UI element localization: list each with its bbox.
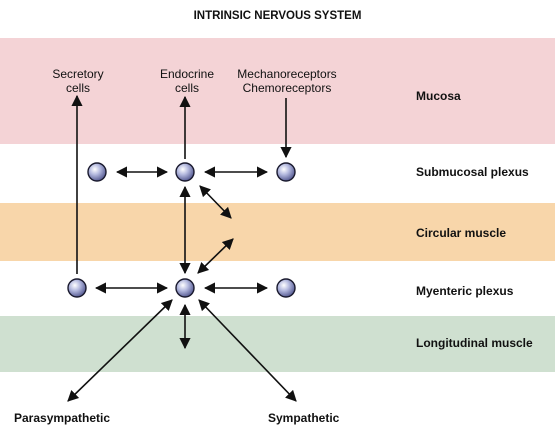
sympathetic-label: Sympathetic: [268, 411, 340, 425]
layer-label-submucosal-plexus: Submucosal plexus: [416, 165, 529, 179]
secretory-cells-line2: cells: [65, 81, 90, 95]
secretory-cells-label: Secretory cells: [28, 67, 128, 95]
neuron-myenteric-center: [175, 278, 195, 298]
neuron-myenteric-right: [276, 278, 296, 298]
neuron-submucosal-right: [276, 162, 296, 182]
layer-label-mucosa: Mucosa: [416, 89, 461, 103]
diagram-title: INTRINSIC NERVOUS SYSTEM: [193, 10, 362, 22]
secretory-cells-line1: Secretory: [52, 67, 104, 81]
neuron-myenteric-left: [67, 278, 87, 298]
endocrine-cells-line2: cells: [174, 81, 199, 95]
arrow-sympathetic: [198, 299, 297, 402]
arrow-myenteric-to-circular: [197, 238, 234, 274]
arrow-submucosal-to-circular: [199, 185, 232, 219]
chemoreceptors-label: Chemoreceptors: [242, 81, 332, 95]
endocrine-cells-label: Endocrine cells: [137, 67, 237, 95]
endocrine-cells-line1: Endocrine: [159, 67, 215, 81]
receptors-label: Mechanoreceptors Chemoreceptors: [222, 67, 352, 95]
arrow-parasympathetic: [67, 299, 173, 402]
mucosa-band: [0, 38, 555, 144]
layer-label-longitudinal-muscle: Longitudinal muscle: [416, 336, 533, 350]
mechanoreceptors-label: Mechanoreceptors: [237, 67, 337, 81]
layer-label-circular-muscle: Circular muscle: [416, 226, 507, 240]
circular-muscle-band: [0, 203, 555, 261]
neuron-submucosal-center: [175, 162, 195, 182]
parasympathetic-label: Parasympathetic: [14, 411, 111, 425]
neuron-submucosal-left: [87, 162, 107, 182]
layer-label-myenteric-plexus: Myenteric plexus: [416, 284, 514, 298]
